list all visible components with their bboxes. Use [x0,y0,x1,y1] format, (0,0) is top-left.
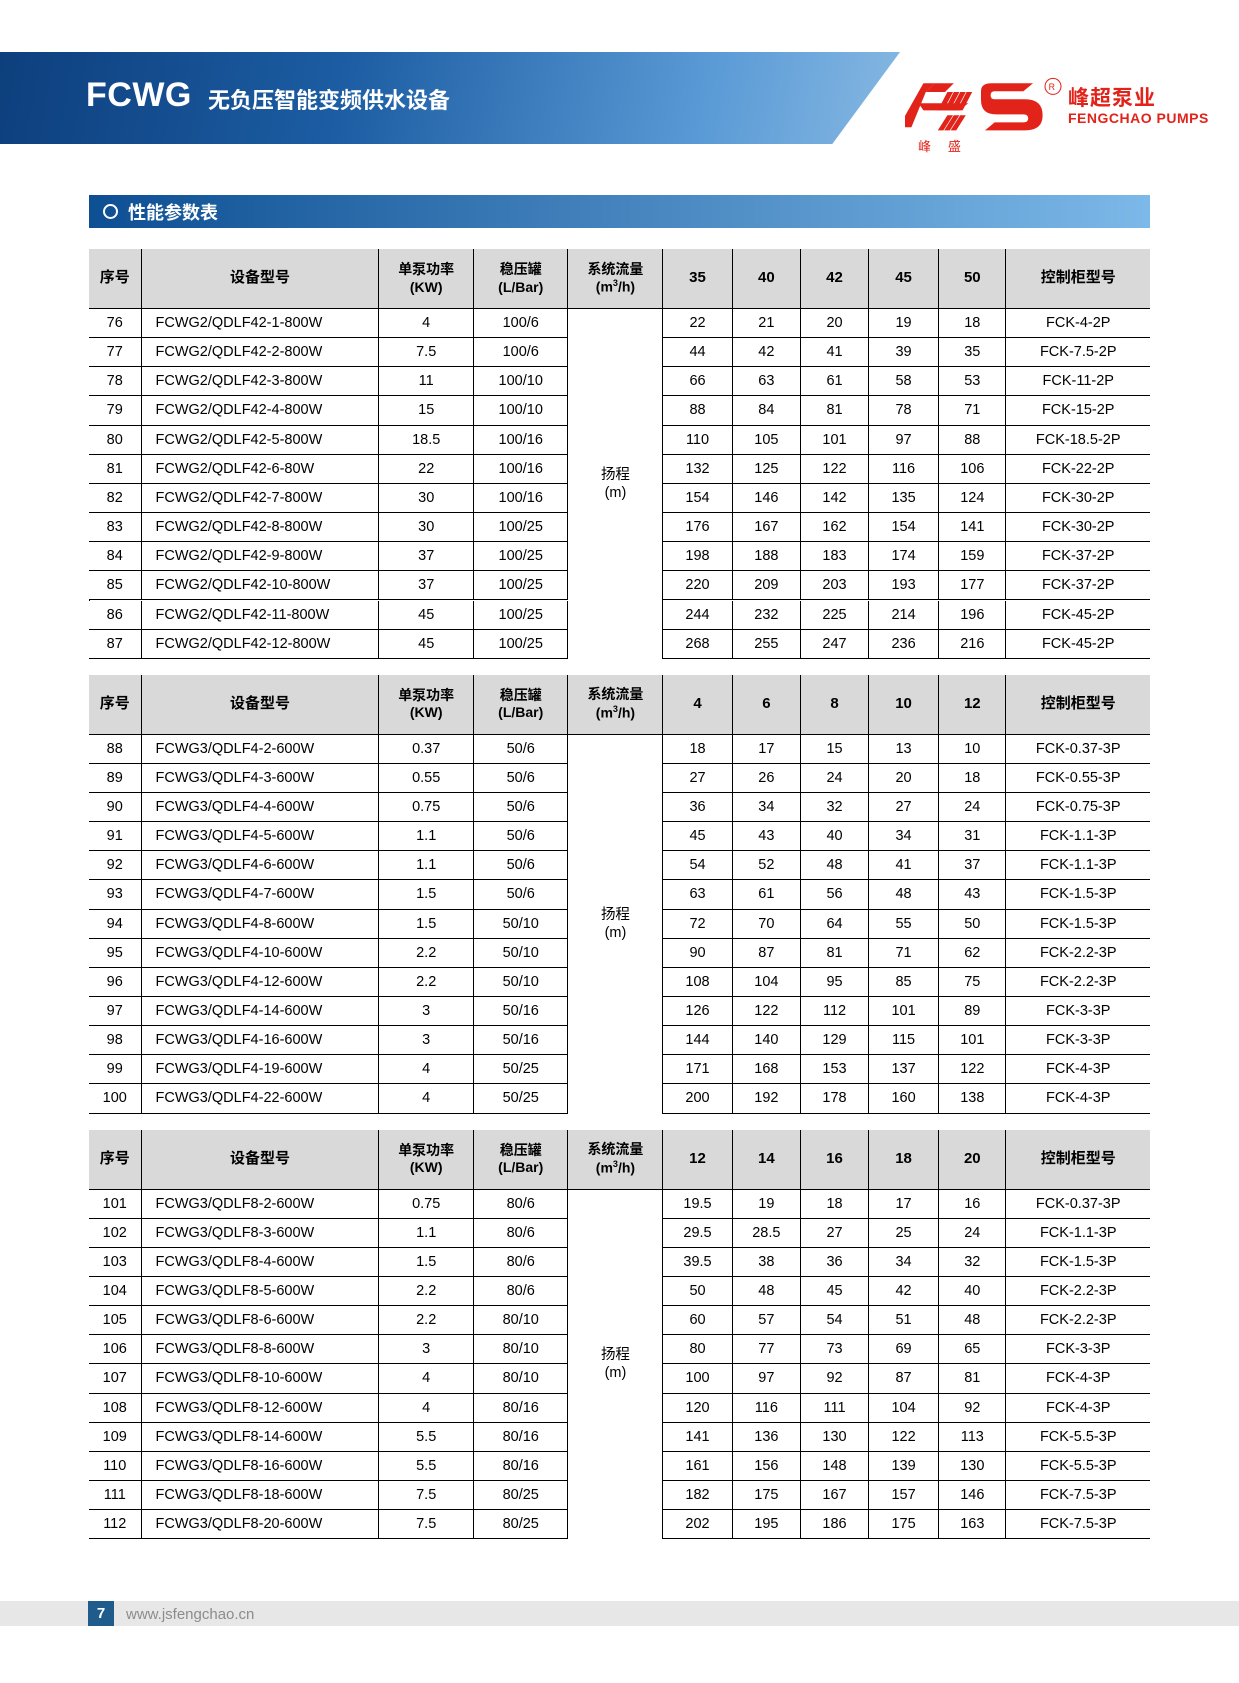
svg-text:R: R [1049,82,1055,92]
